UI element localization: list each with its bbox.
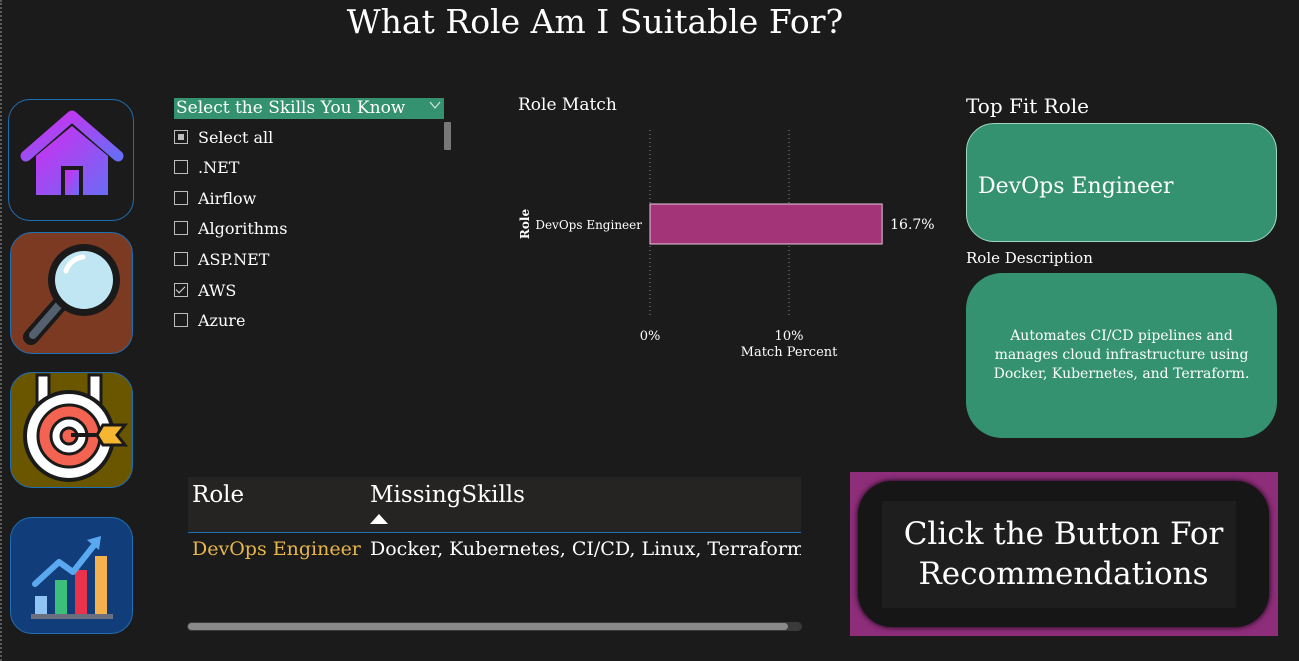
- role-description-text: Automates CI/CD pipelines and manages cl…: [993, 328, 1250, 382]
- slicer-item-aws[interactable]: AWS: [174, 279, 236, 301]
- table-scrollbar[interactable]: [188, 623, 788, 630]
- nav-home-button[interactable]: [8, 99, 134, 221]
- slicer-item-azure[interactable]: Azure: [174, 309, 245, 331]
- checkbox[interactable]: [174, 130, 188, 144]
- table-header: Role MissingSkills: [188, 477, 801, 533]
- slicer-item-label: ASP.NET: [198, 249, 270, 269]
- slicer-header-label: Select the Skills You Know: [176, 98, 406, 118]
- chart-title: Role Match: [518, 95, 617, 115]
- bar: [649, 203, 883, 245]
- x-tick-label: 10%: [775, 329, 804, 344]
- checkbox[interactable]: [174, 283, 188, 297]
- slicer-item-airflow[interactable]: Airflow: [174, 187, 256, 209]
- slicer-item-algorithms[interactable]: Algorithms: [174, 217, 287, 239]
- table-row: DevOps Engineer Docker, Kubernetes, CI/C…: [188, 535, 801, 567]
- checkbox[interactable]: [174, 221, 188, 235]
- nav-target-button[interactable]: [10, 372, 133, 488]
- cell-missing-skills: Docker, Kubernetes, CI/CD, Linux, Terraf…: [370, 538, 801, 560]
- slicer-item-label: Airflow: [198, 188, 257, 208]
- nav-chart-button[interactable]: [10, 517, 133, 634]
- slicer-item-label: Algorithms: [198, 218, 288, 238]
- checkbox[interactable]: [174, 313, 188, 327]
- skills-slicer-list: Select all .NET Airflow Algorithms ASP.N…: [174, 122, 454, 342]
- growth-chart-icon: [31, 536, 113, 619]
- skills-slicer-dropdown[interactable]: Select the Skills You Know: [174, 98, 444, 119]
- chevron-down-icon: [429, 101, 441, 109]
- magnifier-icon: [23, 244, 120, 345]
- category-label: DevOps Engineer: [535, 218, 642, 232]
- slicer-item-aspnet[interactable]: ASP.NET: [174, 248, 269, 270]
- slicer-item-label: Azure: [198, 310, 246, 330]
- target-icon: [23, 373, 129, 482]
- page-title: What Role Am I Suitable For?: [346, 2, 844, 41]
- role-description-title: Role Description: [966, 249, 1093, 267]
- cell-role: DevOps Engineer: [192, 538, 361, 560]
- top-fit-role-value: DevOps Engineer: [978, 174, 1174, 199]
- recommend-button-inner: [882, 501, 1236, 608]
- y-axis-label: Role: [518, 209, 532, 240]
- sort-ascending-icon[interactable]: [370, 514, 388, 524]
- page-left-border: [0, 0, 2, 661]
- checkbox[interactable]: [174, 160, 188, 174]
- role-description-card: Automates CI/CD pipelines and manages cl…: [966, 273, 1277, 438]
- slicer-item-select-all[interactable]: Select all: [174, 126, 273, 148]
- role-match-chart: 0% 10%Match Percent Role DevOps Engineer 16.…: [518, 130, 935, 360]
- x-axis-label: Match Percent: [741, 345, 838, 360]
- x-tick-label: 0%: [640, 329, 661, 344]
- slicer-item-dotnet[interactable]: .NET: [174, 156, 239, 178]
- slicer-item-label: Select all: [198, 127, 274, 147]
- slicer-item-label: AWS: [198, 280, 237, 300]
- nav-search-button[interactable]: [10, 232, 133, 354]
- data-label: 16.7%: [890, 217, 934, 233]
- slicer-item-label: .NET: [198, 157, 240, 177]
- column-header-role[interactable]: Role: [192, 482, 245, 508]
- top-fit-role-card: DevOps Engineer: [966, 123, 1277, 242]
- top-fit-role-title: Top Fit Role: [966, 94, 1089, 118]
- home-icon: [20, 110, 124, 195]
- checkbox[interactable]: [174, 191, 188, 205]
- column-header-missing-skills[interactable]: MissingSkills: [370, 482, 525, 508]
- slicer-scrollbar[interactable]: [444, 122, 451, 150]
- checkbox[interactable]: [174, 252, 188, 266]
